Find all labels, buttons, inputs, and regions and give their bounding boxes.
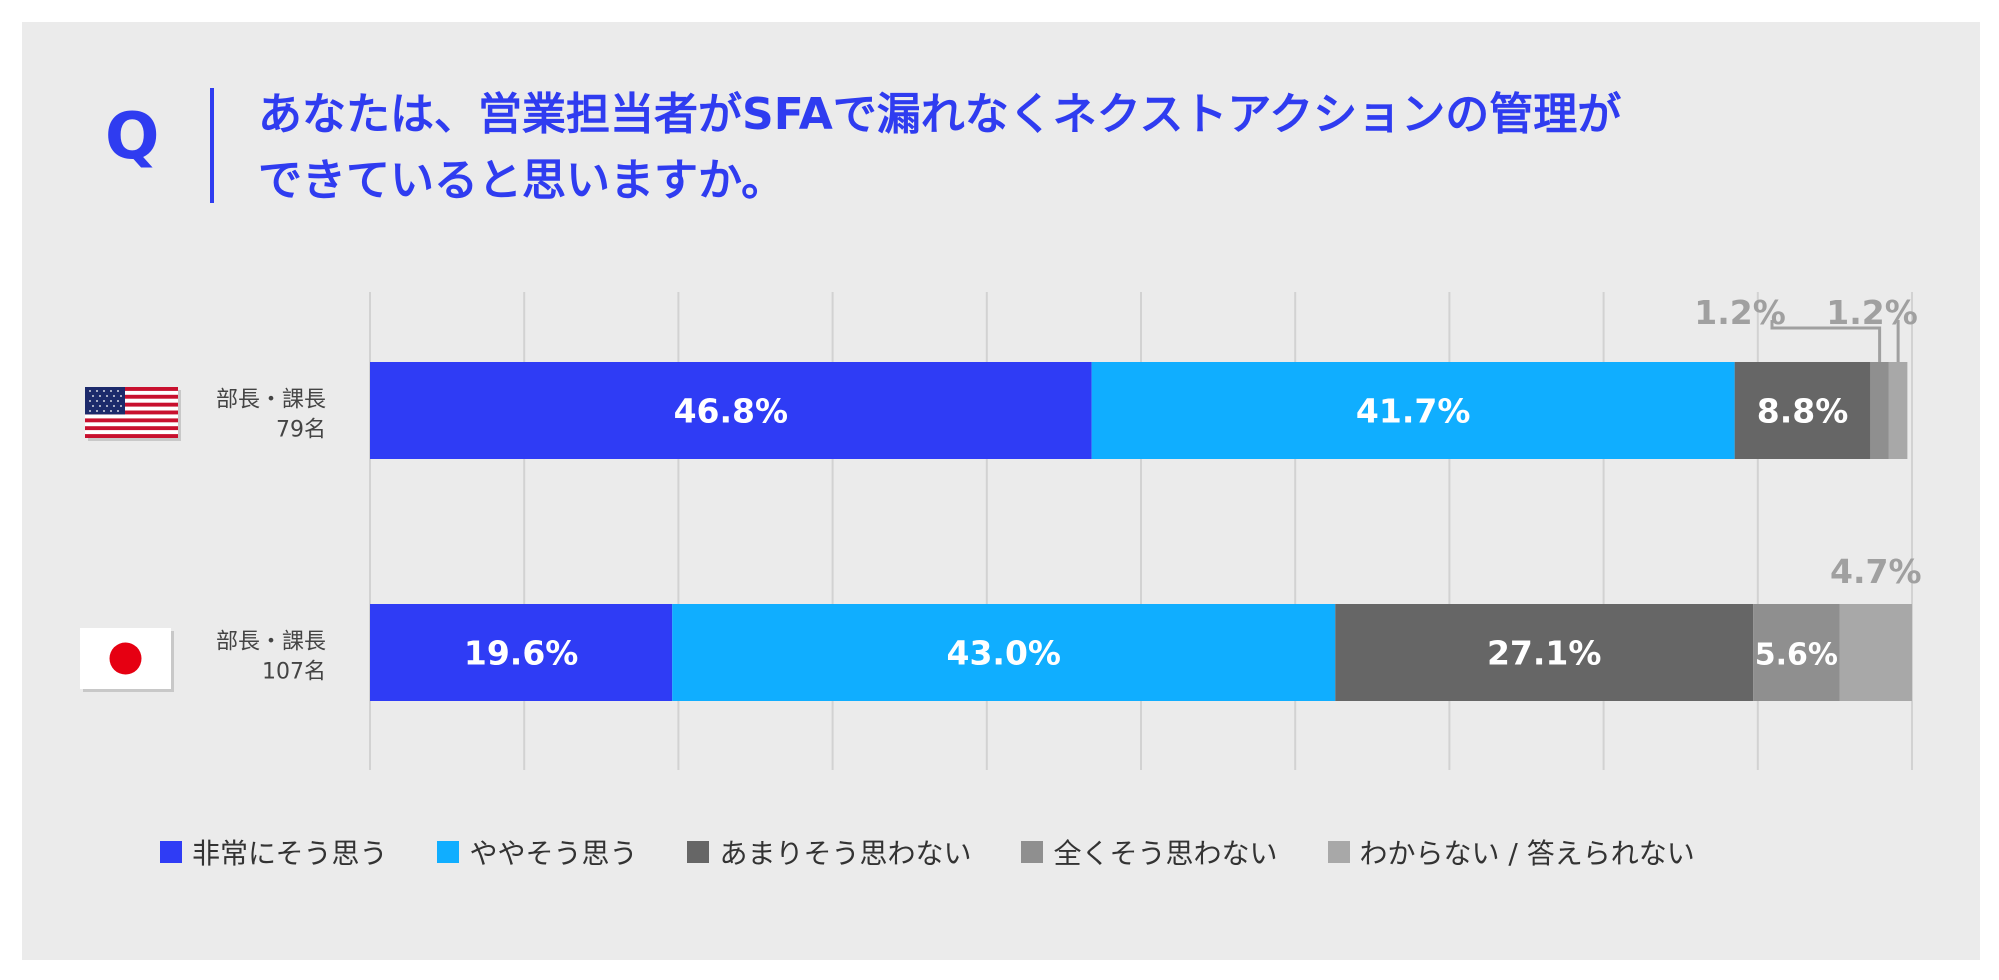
bars: 46.8% 41.7% 8.8% 19.6% 43.0% 27.1% 5.6% (370, 362, 1912, 701)
legend-item: わからない / 答えられない (1327, 832, 1695, 872)
legend-swatch (160, 841, 182, 863)
bar-segment (370, 362, 1092, 459)
bar-segment (1888, 362, 1908, 459)
data-label: 46.8% (674, 392, 789, 431)
data-label: 5.6% (1755, 638, 1838, 673)
category-count-label: 79名 (276, 418, 326, 443)
question-mark-label: Q (105, 100, 160, 174)
legend-swatch (687, 841, 710, 863)
legend-swatch (1327, 841, 1350, 863)
legend-item: 非常にそう思う (160, 832, 387, 872)
category-group-label: 部長・課長 (216, 630, 326, 655)
data-label: 19.6% (464, 634, 579, 673)
legend-label: 全くそう思わない (1053, 837, 1278, 870)
data-label: 43.0% (947, 634, 1062, 673)
callout-line (1770, 320, 1882, 362)
legend-label: ややそう思う (469, 837, 638, 870)
legend-swatch (1021, 841, 1044, 863)
legend-item: ややそう思う (437, 832, 637, 872)
bar-segment (1091, 362, 1735, 459)
question-line-1: あなたは、営業担当者がSFAで漏れなくネクストアクションの管理が (258, 89, 1622, 140)
category-count-label: 107名 (262, 660, 326, 685)
data-label: 1.2% (1826, 293, 1918, 332)
data-label: 4.7% (1830, 552, 1922, 591)
legend: 非常にそう思う ややそう思う あまりそう思わない 全くそう思わない わからない / 答え… (160, 832, 1695, 872)
bar-segment (1870, 362, 1889, 459)
data-label: 27.1% (1487, 634, 1602, 673)
us-flag-icon (85, 387, 181, 441)
jp-flag-icon (80, 628, 174, 692)
legend-label: わからない / 答えられない (1359, 837, 1695, 870)
callouts: 1.2% 1.2% 4.7% (1694, 293, 1921, 591)
legend-label: あまりそう思わない (719, 837, 972, 870)
bar-segment (370, 604, 673, 701)
question-text: あなたは、営業担当者がSFAで漏れなくネクストアクションの管理が できていると思… (258, 82, 1818, 214)
bar-segment (1839, 604, 1912, 701)
legend-item: あまりそう思わない (687, 832, 971, 872)
category-group-label: 部長・課長 (216, 388, 326, 413)
bar-segment (1753, 604, 1840, 701)
bar-segment (1335, 604, 1754, 701)
question-line-2: できていると思いますか。 (258, 155, 786, 206)
data-label: 41.7% (1356, 392, 1471, 431)
bar-segment (672, 604, 1336, 701)
legend-swatch (437, 841, 460, 863)
legend-item: 全くそう思わない (1021, 832, 1278, 872)
data-label: 1.2% (1694, 293, 1786, 332)
data-label: 8.8% (1757, 392, 1849, 431)
legend-label: 非常にそう思う (192, 837, 388, 870)
chart-panel (22, 22, 1980, 960)
bar-segment (1734, 362, 1871, 459)
question-divider (210, 88, 214, 203)
